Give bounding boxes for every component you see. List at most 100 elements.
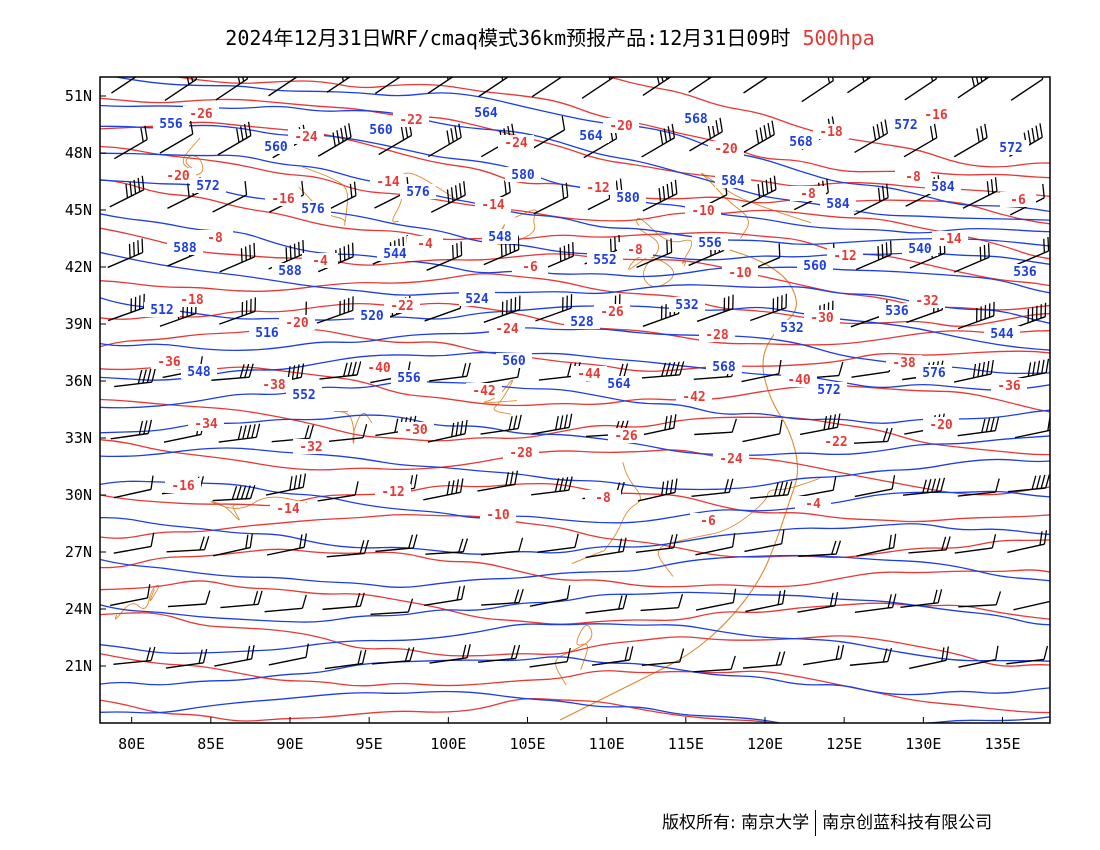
barb-shaft — [211, 376, 250, 381]
barb-feather — [728, 478, 734, 493]
barb-feather — [352, 60, 355, 74]
barb-shaft — [427, 136, 462, 158]
temperature-isotherm — [100, 366, 1050, 413]
barb-feather — [561, 115, 566, 130]
wind-barb — [1007, 530, 1048, 554]
height-label: 540 — [908, 242, 932, 257]
barb-feather — [679, 361, 685, 376]
wind-barb — [114, 368, 156, 388]
temperature-label: -36 — [997, 379, 1021, 394]
barb-shaft — [1006, 658, 1045, 665]
barb-feather — [240, 248, 243, 263]
height-contours — [100, 77, 1050, 723]
wind-barb — [637, 478, 678, 502]
barb-feather — [236, 128, 240, 143]
temperature-label-bg — [918, 107, 954, 122]
barb-feather — [935, 478, 941, 492]
barb-feather — [257, 590, 263, 605]
height-label: 584 — [721, 174, 745, 189]
barb-feather — [990, 417, 995, 432]
barb-shaft — [693, 668, 732, 673]
wind-barb — [109, 175, 145, 208]
barb-shaft — [538, 375, 577, 381]
wind-barb — [427, 419, 468, 443]
barb-feather — [413, 474, 418, 489]
barb-shaft — [217, 135, 252, 156]
map-frame — [99, 76, 1051, 724]
barb-shaft — [268, 77, 298, 97]
barb-shaft — [212, 194, 247, 213]
barb-feather — [563, 476, 569, 491]
wind-barb — [642, 179, 678, 212]
barb-feather — [732, 588, 737, 603]
temperature-label-bg — [466, 383, 502, 398]
barb-shaft — [693, 375, 732, 381]
wind-barb — [219, 242, 256, 273]
temperature-label-bg — [293, 439, 329, 454]
barb-feather — [995, 645, 999, 660]
wind-barb — [693, 655, 736, 673]
barb-shaft — [427, 433, 466, 443]
barb-shaft — [266, 546, 305, 556]
wind-barb — [480, 414, 522, 435]
wind-barb — [954, 534, 997, 554]
height-label: 536 — [1013, 265, 1037, 280]
height-label: 556 — [159, 117, 183, 132]
barb-shaft — [695, 601, 734, 611]
barb-shaft — [583, 137, 617, 159]
barb-feather — [249, 533, 253, 548]
barb-feather — [877, 245, 880, 260]
barb-feather — [463, 181, 466, 196]
wind-barb — [427, 77, 454, 95]
temperature-isotherm — [100, 178, 1050, 287]
barb-feather — [293, 475, 298, 490]
barb-shaft — [1007, 543, 1045, 554]
barb-feather — [831, 77, 834, 81]
barb-feather — [981, 361, 986, 376]
wind-barb — [744, 529, 785, 553]
barb-feather — [144, 125, 148, 140]
geopotential-height-contour — [100, 656, 1050, 696]
temperature-label-bg — [608, 428, 644, 443]
wind-barb — [430, 181, 466, 213]
barb-feather — [302, 473, 307, 488]
barb-feather — [887, 594, 892, 609]
barb-feather — [713, 60, 716, 74]
barb-feather — [455, 421, 459, 436]
barb-shaft — [218, 436, 257, 443]
temperature-label-bg — [708, 141, 744, 156]
barb-feather — [778, 243, 781, 258]
wind-barb — [742, 419, 783, 443]
temperature-isotherm — [100, 697, 776, 723]
province-boundary — [298, 166, 349, 226]
barb-feather — [565, 182, 569, 197]
barb-feather — [670, 238, 673, 253]
barb-feather — [881, 185, 885, 200]
barb-shaft — [962, 190, 998, 209]
barb-feather — [363, 539, 369, 554]
wind-barb — [265, 473, 307, 496]
barb-shaft — [375, 547, 414, 553]
barb-feather — [668, 534, 674, 549]
barb-shaft — [212, 497, 251, 502]
height-label-bg — [879, 303, 915, 318]
barb-shaft — [427, 77, 454, 95]
barb-feather — [239, 364, 245, 379]
temperature-label-bg — [398, 422, 434, 437]
barb-feather — [461, 644, 467, 659]
wind-barb — [535, 294, 573, 322]
height-label: 576 — [301, 202, 325, 217]
temperature-label-bg — [512, 259, 548, 274]
barb-feather — [141, 175, 145, 190]
barb-feather — [769, 177, 773, 192]
barb-feather — [301, 594, 307, 609]
height-label-bg — [902, 241, 938, 256]
barb-feather — [505, 472, 510, 487]
barb-feather — [133, 242, 135, 257]
barb-shaft — [799, 426, 838, 436]
height-label: 588 — [173, 241, 197, 256]
barb-feather — [504, 180, 507, 195]
barb-feather — [302, 240, 305, 255]
barb-shaft — [326, 77, 352, 93]
